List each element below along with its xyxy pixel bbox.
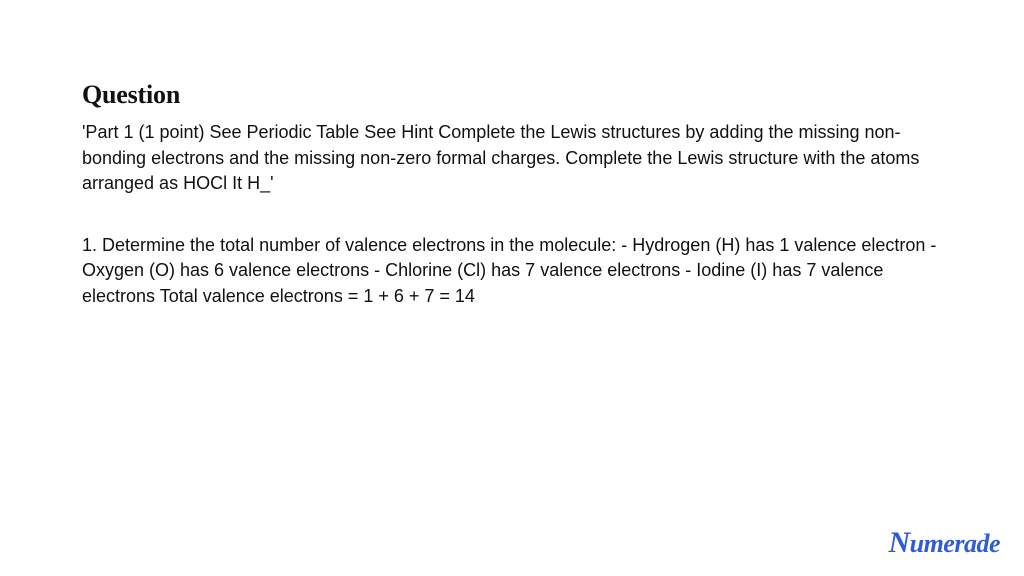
page-root: { "content": { "heading": "Question", "q… (0, 0, 1024, 576)
question-body-text: 'Part 1 (1 point) See Periodic Table See… (82, 120, 942, 197)
brand-name-tail: umerade (910, 529, 1000, 558)
brand-logo: Numerade (888, 526, 1000, 560)
content-area: Question 'Part 1 (1 point) See Periodic … (0, 0, 1024, 309)
question-heading: Question (82, 80, 942, 110)
answer-step-text: 1. Determine the total number of valence… (82, 233, 942, 310)
